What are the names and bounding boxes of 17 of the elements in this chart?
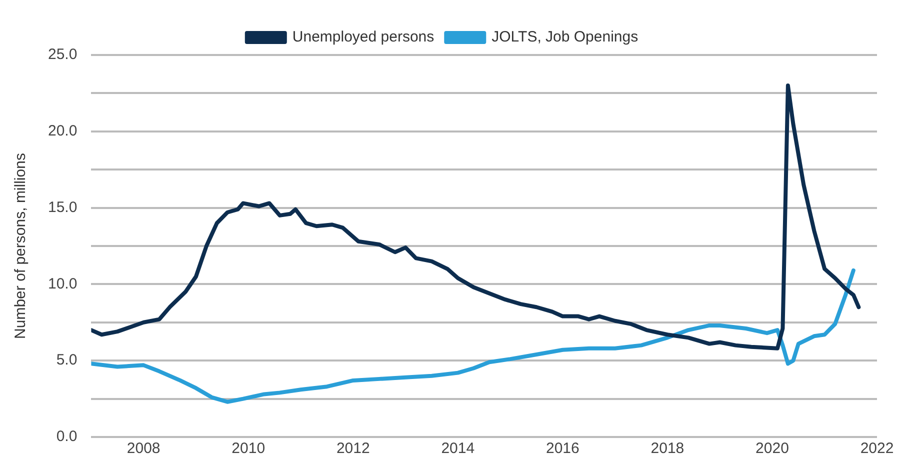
x-tick-label: 2016 (546, 440, 580, 458)
x-tick-label: 2008 (126, 440, 160, 458)
x-tick-label: 2020 (756, 440, 789, 458)
x-tick-label: 2012 (336, 440, 370, 458)
y-tick-label: 15.0 (48, 198, 78, 216)
x-tick-label: 2014 (441, 440, 475, 458)
x-tick-label: 2018 (650, 440, 684, 458)
y-tick-label: 5.0 (56, 352, 78, 369)
x-tick-label: 2010 (232, 440, 266, 458)
x-tick-label: 2022 (860, 440, 894, 458)
y-tick-label: 25.0 (48, 46, 78, 64)
legend-label: JOLTS, Job Openings (492, 28, 638, 46)
y-tick-label: 0.0 (56, 428, 78, 446)
y-axis-title: Number of persons, millions (12, 153, 30, 339)
legend-label: Unemployed persons (292, 28, 434, 46)
y-tick-label: 10.0 (48, 275, 78, 292)
y-tick-label: 20.0 (48, 122, 78, 140)
